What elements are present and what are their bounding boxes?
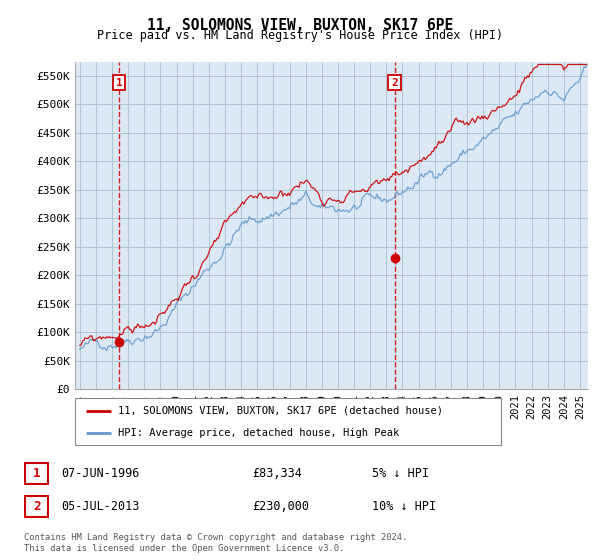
FancyBboxPatch shape [25, 496, 48, 517]
Text: 07-JUN-1996: 07-JUN-1996 [61, 466, 140, 480]
Text: Contains HM Land Registry data © Crown copyright and database right 2024.
This d: Contains HM Land Registry data © Crown c… [24, 533, 407, 553]
Text: 11, SOLOMONS VIEW, BUXTON, SK17 6PE (detached house): 11, SOLOMONS VIEW, BUXTON, SK17 6PE (det… [118, 406, 443, 416]
Text: 11, SOLOMONS VIEW, BUXTON, SK17 6PE: 11, SOLOMONS VIEW, BUXTON, SK17 6PE [147, 18, 453, 33]
Text: 5% ↓ HPI: 5% ↓ HPI [372, 466, 429, 480]
Text: 10% ↓ HPI: 10% ↓ HPI [372, 500, 436, 514]
Text: £83,334: £83,334 [252, 466, 302, 480]
Text: £230,000: £230,000 [252, 500, 309, 514]
FancyBboxPatch shape [75, 398, 501, 445]
Text: 05-JUL-2013: 05-JUL-2013 [61, 500, 140, 514]
Text: 2: 2 [33, 500, 40, 514]
Text: 1: 1 [116, 78, 122, 88]
Text: HPI: Average price, detached house, High Peak: HPI: Average price, detached house, High… [118, 428, 399, 438]
Text: Price paid vs. HM Land Registry's House Price Index (HPI): Price paid vs. HM Land Registry's House … [97, 29, 503, 42]
Text: 2: 2 [391, 78, 398, 88]
FancyBboxPatch shape [25, 463, 48, 484]
Text: 1: 1 [33, 466, 40, 480]
